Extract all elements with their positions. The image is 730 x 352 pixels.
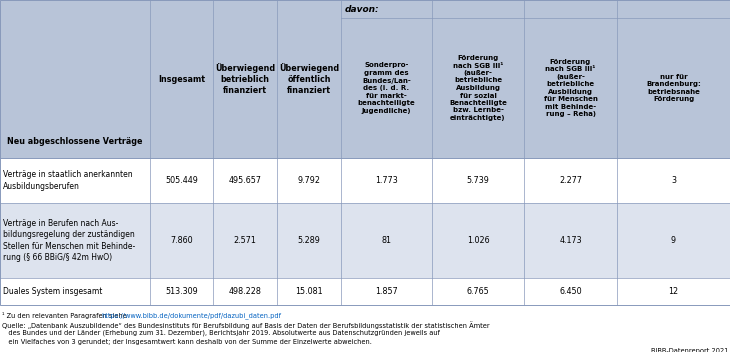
Text: https://www.bibb.de/dokumente/pdf/dazubi_daten.pdf: https://www.bibb.de/dokumente/pdf/dazubi…: [101, 312, 281, 319]
Text: 81: 81: [382, 236, 391, 245]
Text: Überwiegend
betrieblich
finanziert: Überwiegend betrieblich finanziert: [215, 63, 275, 95]
Text: 2.571: 2.571: [234, 236, 256, 245]
Text: Quelle: „Datenbank Auszubildende“ des Bundesinstituts für Berufsbildung auf Basi: Quelle: „Datenbank Auszubildende“ des Bu…: [2, 321, 490, 329]
Text: ein Vielfaches von 3 gerundet; der Insgesamtwert kann deshalb von der Summe der : ein Vielfaches von 3 gerundet; der Insge…: [2, 339, 372, 345]
Bar: [0, 0, 730, 305]
Text: 7.860: 7.860: [170, 236, 193, 245]
Text: 6.765: 6.765: [466, 287, 489, 296]
Text: 9.792: 9.792: [298, 176, 320, 185]
Text: 5.739: 5.739: [466, 176, 489, 185]
Text: 15.081: 15.081: [295, 287, 323, 296]
Text: 9: 9: [671, 236, 676, 245]
Text: ¹ Zu den relevanten Paragrafen siehe: ¹ Zu den relevanten Paragrafen siehe: [2, 312, 129, 319]
Text: Verträge in Berufen nach Aus-
bildungsregelung der zuständigen
Stellen für Mensc: Verträge in Berufen nach Aus- bildungsre…: [3, 219, 135, 262]
Text: 498.228: 498.228: [228, 287, 261, 296]
Text: 6.450: 6.450: [559, 287, 582, 296]
Text: nur für
Brandenburg:
betriebsnahe
Förderung: nur für Brandenburg: betriebsnahe Förder…: [646, 74, 701, 102]
Text: BIBB-Datenreport 2021: BIBB-Datenreport 2021: [650, 348, 728, 352]
Text: 5.289: 5.289: [298, 236, 320, 245]
Bar: [0, 203, 730, 278]
Text: 513.309: 513.309: [165, 287, 198, 296]
Text: 2.277: 2.277: [559, 176, 582, 185]
Text: davon:: davon:: [345, 5, 380, 13]
Text: Sonderpro-
gramm des
Bundes/Lan-
des (i. d. R.
für markt-
benachteiligte
Jugendl: Sonderpro- gramm des Bundes/Lan- des (i.…: [358, 63, 415, 113]
Text: Verträge in staatlich anerkannten
Ausbildungsberufen: Verträge in staatlich anerkannten Ausbil…: [3, 170, 133, 190]
Text: 505.449: 505.449: [165, 176, 198, 185]
Text: Überwiegend
öffentlich
finanziert: Überwiegend öffentlich finanziert: [279, 63, 339, 95]
Text: Förderung
nach SGB III¹
(außer-
betriebliche
Ausbildung
für sozial
Benachteiligt: Förderung nach SGB III¹ (außer- betriebl…: [449, 55, 507, 121]
Bar: [0, 278, 730, 305]
Text: Neu abgeschlossene Verträge: Neu abgeschlossene Verträge: [7, 138, 143, 146]
Text: Insgesamt: Insgesamt: [158, 75, 205, 83]
Bar: [0, 0, 730, 158]
Text: des Bundes und der Länder (Erhebung zum 31. Dezember), Berichtsjahr 2019. Absolu: des Bundes und der Länder (Erhebung zum …: [2, 330, 440, 337]
Text: 4.173: 4.173: [559, 236, 582, 245]
Text: Förderung
nach SGB III¹
(außer-
betriebliche
Ausbildung
für Menschen
mit Behinde: Förderung nach SGB III¹ (außer- betriebl…: [544, 59, 597, 117]
Text: 495.657: 495.657: [228, 176, 261, 185]
Text: Duales System insgesamt: Duales System insgesamt: [3, 287, 102, 296]
Text: 12: 12: [669, 287, 679, 296]
Text: 3: 3: [671, 176, 676, 185]
Text: 1.026: 1.026: [466, 236, 489, 245]
Text: 1.857: 1.857: [375, 287, 398, 296]
Bar: [0, 158, 730, 203]
Text: 1.773: 1.773: [375, 176, 398, 185]
